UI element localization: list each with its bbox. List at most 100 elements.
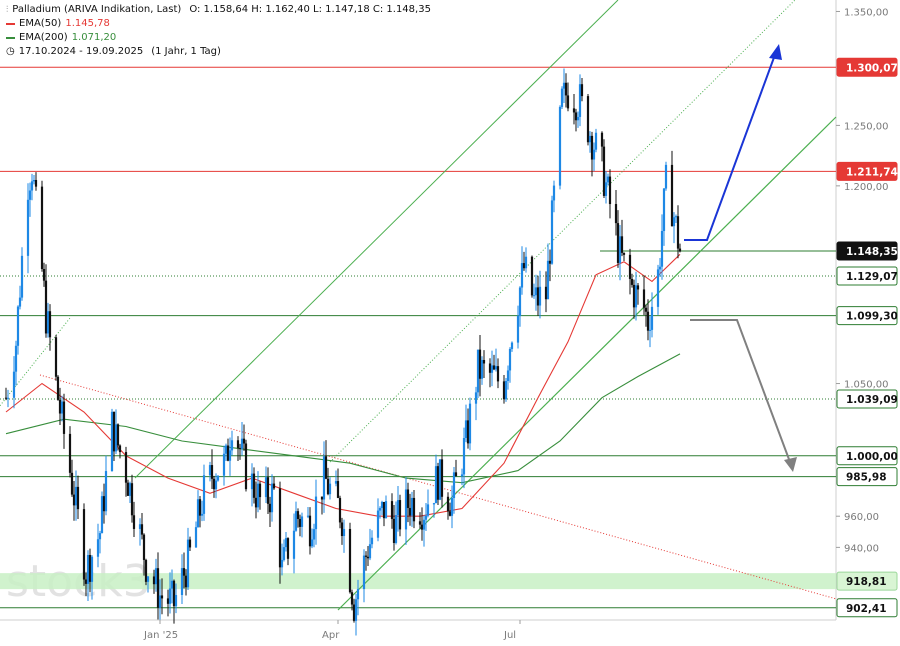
candle-body (642, 289, 646, 308)
candle-body (476, 349, 480, 393)
candle-body (594, 132, 598, 150)
candle-body (286, 538, 290, 559)
candle-body (490, 365, 494, 373)
candle-body (298, 518, 302, 527)
candle-body (368, 544, 372, 559)
candle-body (356, 589, 360, 600)
price-tag-dotted[interactable] (836, 266, 898, 286)
candle-body (320, 496, 324, 500)
candle-body (208, 465, 212, 476)
candle-body (212, 478, 216, 490)
candle-body (322, 456, 326, 500)
price-tag-support[interactable] (836, 598, 898, 618)
candle-body (620, 236, 624, 253)
candle-body (520, 263, 524, 288)
candle-body (138, 524, 142, 529)
candle-body (644, 307, 648, 312)
candle-body (284, 538, 288, 548)
candle-body (384, 501, 388, 519)
candle-body (394, 515, 398, 543)
candle-body (128, 483, 132, 496)
candle-body (100, 496, 104, 534)
candle-body (660, 231, 664, 267)
candle-body (422, 519, 426, 530)
candle-body (552, 185, 556, 201)
candle-body (222, 453, 226, 476)
price-tag-support[interactable] (836, 306, 898, 326)
price-tag-label: 1.148,35 (846, 246, 898, 258)
candle-body (224, 445, 228, 454)
price-tag-zone[interactable] (836, 571, 898, 591)
bearish-scenario-arrow (690, 319, 791, 463)
price-tag-resistance[interactable] (836, 161, 898, 181)
candle-body (454, 472, 458, 477)
candle-body (58, 399, 62, 414)
candle-body (116, 424, 120, 446)
ema50-value: 1.145,78 (65, 18, 110, 29)
candle-body (672, 217, 676, 227)
price-tag-dotted[interactable] (836, 389, 898, 409)
candle-body (676, 216, 680, 249)
candle-body (608, 176, 612, 205)
candle-body (82, 509, 86, 580)
candle-body (534, 287, 538, 296)
price-tag-resistance[interactable] (836, 57, 898, 77)
legend-ema50[interactable]: EMA(50) 1.145,78 (6, 17, 431, 31)
candle-body (562, 82, 566, 89)
candle-body (296, 511, 300, 519)
x-tick-label: Apr (322, 630, 340, 641)
candle-body (664, 164, 668, 189)
candle-body (350, 592, 354, 605)
y-tick-label: 960,00 (844, 512, 879, 523)
candle-body (370, 537, 374, 545)
candle-body (516, 316, 520, 343)
candle-body (70, 472, 74, 495)
candle-body (28, 190, 32, 200)
channel-upper-line (134, 0, 619, 479)
price-tag-label: 1.129,07 (846, 271, 898, 283)
candle-body (336, 481, 340, 498)
candle-body (258, 483, 262, 498)
candle-body (252, 473, 256, 498)
candle-body (48, 311, 52, 338)
price-tag-support[interactable] (836, 446, 898, 466)
candle-body (560, 88, 564, 107)
candle-body (256, 483, 260, 508)
candle-body (88, 554, 92, 582)
channel-mid-line (329, 0, 796, 463)
price-tag-support[interactable] (836, 467, 898, 487)
candle-body (292, 530, 296, 559)
candle-body (300, 516, 304, 527)
candle-body (30, 181, 34, 191)
price-tag-label: 902,41 (846, 603, 887, 615)
candle-body (518, 287, 522, 317)
candle-body (32, 179, 36, 182)
x-tick-label: Jan '25 (143, 630, 178, 641)
candle-body (382, 501, 386, 519)
candle-body (496, 366, 500, 382)
candle-body (216, 475, 220, 481)
candle-body (210, 465, 214, 479)
candle-body (156, 568, 160, 608)
candle-body (420, 524, 424, 530)
candle-body (26, 199, 30, 256)
candle-body (482, 359, 486, 364)
legend-ema200[interactable]: EMA(200) 1.071,20 (6, 31, 431, 45)
candle-body (328, 483, 332, 495)
candle-body (630, 278, 634, 285)
ema200-label: EMA(200) (19, 32, 68, 43)
candle-body (390, 501, 394, 519)
candle-body (674, 216, 678, 218)
candle-body (20, 255, 24, 298)
candle-body (418, 521, 422, 525)
candle-body (56, 376, 60, 400)
candle-body (452, 472, 456, 499)
price-tag-last[interactable] (836, 241, 898, 261)
candle-body (340, 522, 344, 537)
candle-body (180, 568, 184, 595)
candle-body (628, 254, 632, 279)
ema200-value: 1.071,20 (71, 32, 117, 43)
candle-body (54, 337, 58, 377)
candle-body (566, 95, 570, 109)
